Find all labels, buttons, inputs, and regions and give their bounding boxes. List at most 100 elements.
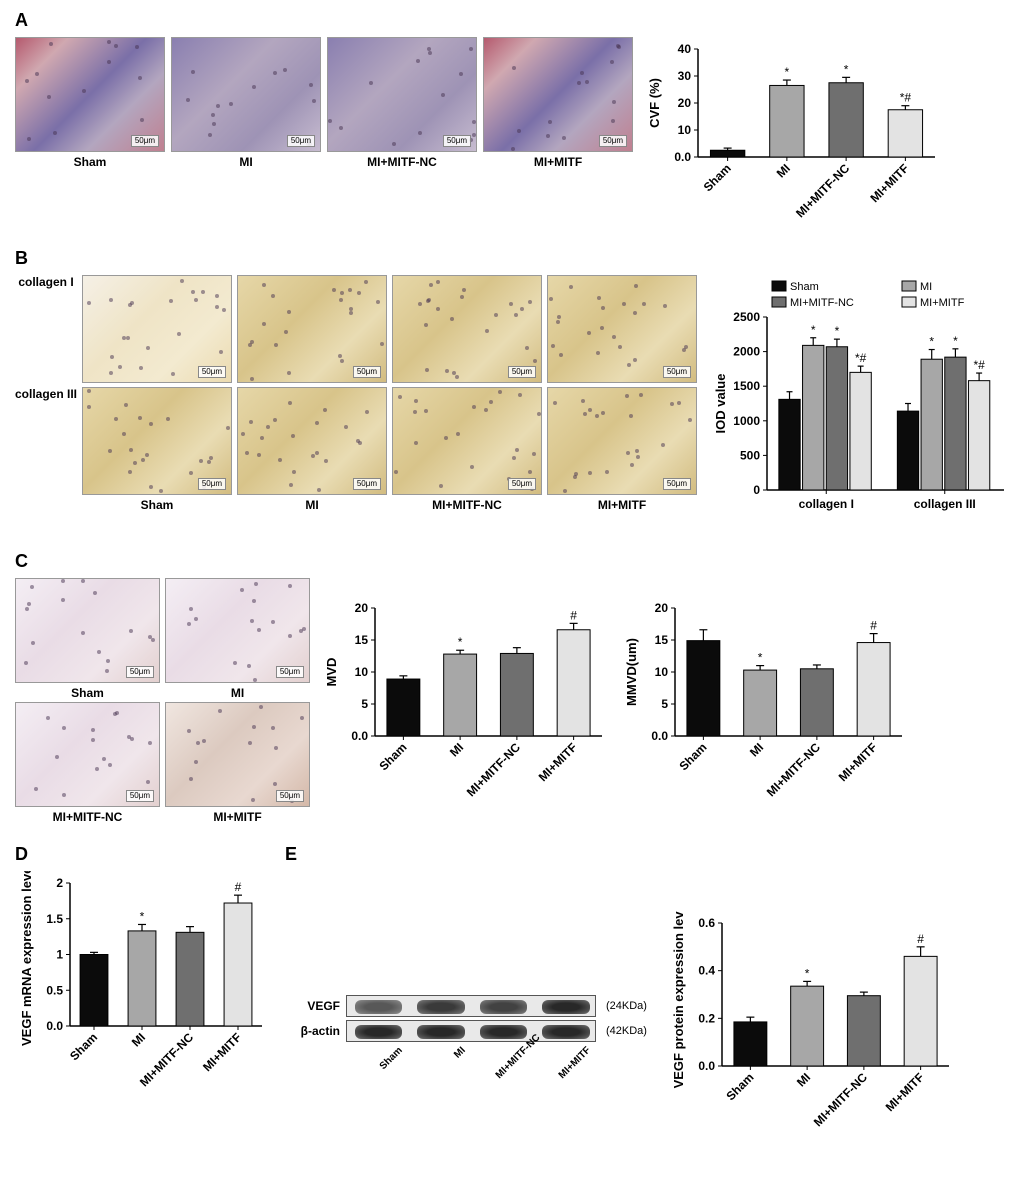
histology-image: 50μm bbox=[165, 578, 310, 683]
svg-text:*: * bbox=[811, 323, 816, 337]
svg-text:IOD value: IOD value bbox=[713, 374, 728, 434]
histology-image: 50μm bbox=[392, 275, 542, 383]
histology-image: 50μm bbox=[171, 37, 321, 152]
svg-text:MI+MITF: MI+MITF bbox=[867, 161, 911, 205]
svg-text:2: 2 bbox=[56, 876, 63, 890]
blot-protein-label: VEGF bbox=[285, 999, 340, 1013]
svg-text:0.4: 0.4 bbox=[698, 964, 715, 978]
panel-a-label: A bbox=[15, 10, 1005, 31]
scale-bar: 50μm bbox=[198, 478, 226, 490]
blot-kda: (42KDa) bbox=[606, 1025, 647, 1037]
panel-c-label: C bbox=[15, 551, 1005, 572]
panel-c-chart-mvd: 0.05101520MVDSham*MIMI+MITF-NC#MI+MITF bbox=[320, 596, 610, 809]
panel-d-label: D bbox=[15, 844, 275, 865]
panel-c-chart-mmvd: 0.05101520MMVD(um)Sham*MIMI+MITF-NC#MI+M… bbox=[620, 596, 910, 809]
svg-text:MI: MI bbox=[447, 740, 466, 759]
scale-bar: 50μm bbox=[287, 135, 315, 147]
scale-bar: 50μm bbox=[276, 666, 304, 678]
svg-text:MMVD(um): MMVD(um) bbox=[624, 638, 639, 706]
svg-text:MI: MI bbox=[747, 740, 766, 759]
scale-bar: 50μm bbox=[663, 478, 691, 490]
svg-text:*: * bbox=[929, 335, 934, 349]
scale-bar: 50μm bbox=[663, 366, 691, 378]
blot-lane-label: Sham bbox=[369, 1045, 405, 1081]
blot-xlabels: ShamMIMI+MITF-NCMI+MITF bbox=[346, 1045, 596, 1056]
svg-text:20: 20 bbox=[678, 96, 692, 110]
blot-kda: (24KDa) bbox=[606, 1000, 647, 1012]
scale-bar: 50μm bbox=[131, 135, 159, 147]
panel-d-chart: 0.00.511.52VEGF mRNA expression levelSha… bbox=[15, 871, 275, 1099]
svg-text:20: 20 bbox=[355, 601, 369, 615]
histology-image: 50μm bbox=[327, 37, 477, 152]
histology-image: 50μm bbox=[547, 387, 697, 495]
svg-text:0.0: 0.0 bbox=[698, 1059, 715, 1073]
svg-text:*: * bbox=[844, 62, 849, 76]
blot-strip bbox=[346, 995, 596, 1017]
scale-bar: 50μm bbox=[126, 666, 154, 678]
image-caption: MI bbox=[305, 498, 318, 512]
blot-band bbox=[417, 1000, 465, 1014]
svg-text:Sham: Sham bbox=[701, 161, 734, 194]
image-caption: MI+MITF bbox=[534, 155, 582, 169]
svg-text:CVF (%): CVF (%) bbox=[647, 78, 662, 128]
image-caption: MI+MITF bbox=[598, 498, 646, 512]
svg-text:MI+MITF: MI+MITF bbox=[200, 1030, 244, 1074]
histology-image: 50μm bbox=[237, 387, 387, 495]
svg-text:*: * bbox=[835, 324, 840, 338]
svg-text:MI+MITF-NC: MI+MITF-NC bbox=[790, 297, 854, 309]
svg-text:0: 0 bbox=[753, 483, 760, 497]
panel-a-images: 50μmSham50μmMI50μmMI+MITF-NC50μmMI+MITF bbox=[15, 37, 633, 169]
svg-text:MI+MITF-NC: MI+MITF-NC bbox=[464, 739, 523, 798]
svg-text:MI: MI bbox=[774, 161, 793, 180]
histology-image: 50μm bbox=[392, 387, 542, 495]
histology-image: 50μm bbox=[82, 387, 232, 495]
blot-strip bbox=[346, 1020, 596, 1042]
svg-text:VEGF protein expression level: VEGF protein expression level bbox=[671, 911, 686, 1088]
svg-text:2500: 2500 bbox=[733, 310, 760, 324]
blot-lane: VEGF (24KDa) bbox=[285, 995, 647, 1017]
blot-band bbox=[355, 1000, 403, 1014]
svg-text:15: 15 bbox=[355, 633, 369, 647]
blot-band bbox=[480, 1000, 528, 1014]
scale-bar: 50μm bbox=[198, 366, 226, 378]
svg-text:0.0: 0.0 bbox=[351, 729, 368, 743]
svg-text:MI: MI bbox=[129, 1030, 148, 1049]
svg-text:*: * bbox=[758, 650, 763, 664]
svg-text:10: 10 bbox=[678, 123, 692, 137]
panel-b-images: collagen I50μm50μm50μm50μmcollagen III50… bbox=[15, 275, 697, 512]
svg-text:MI+MITF: MI+MITF bbox=[836, 740, 880, 784]
svg-text:0.0: 0.0 bbox=[674, 150, 691, 164]
blot-lane-label: MI+MITF-NC bbox=[494, 1045, 530, 1081]
blot-band bbox=[542, 1025, 590, 1039]
svg-text:2000: 2000 bbox=[733, 345, 760, 359]
scale-bar: 50μm bbox=[126, 790, 154, 802]
blot-band bbox=[480, 1025, 528, 1039]
svg-text:#: # bbox=[235, 880, 242, 894]
image-caption: MI+MITF-NC bbox=[53, 810, 123, 824]
svg-text:Sham: Sham bbox=[67, 1030, 100, 1063]
svg-text:15: 15 bbox=[655, 633, 669, 647]
svg-text:5: 5 bbox=[661, 697, 668, 711]
blot-lane-label: MI bbox=[431, 1045, 467, 1081]
panel-a: A 50μmSham50μmMI50μmMI+MITF-NC50μmMI+MIT… bbox=[15, 10, 1005, 230]
svg-text:0.5: 0.5 bbox=[46, 983, 63, 997]
svg-text:*#: *# bbox=[973, 358, 985, 372]
panel-c-images: 50μmSham50μmMI50μmMI+MITF-NC50μmMI+MITF bbox=[15, 578, 310, 826]
svg-text:0.6: 0.6 bbox=[698, 916, 715, 930]
svg-text:MI+MITF: MI+MITF bbox=[883, 1070, 927, 1114]
histology-image: 50μm bbox=[15, 578, 160, 683]
histology-image: 50μm bbox=[165, 702, 310, 807]
panel-c: C 50μmSham50μmMI50μmMI+MITF-NC50μmMI+MIT… bbox=[15, 551, 1005, 826]
svg-text:40: 40 bbox=[678, 42, 692, 56]
panel-e-label: E bbox=[285, 844, 1005, 865]
svg-text:*#: *# bbox=[900, 91, 912, 105]
svg-text:MI+MITF-NC: MI+MITF-NC bbox=[764, 739, 823, 798]
histology-image: 50μm bbox=[483, 37, 633, 152]
svg-text:VEGF mRNA expression level: VEGF mRNA expression level bbox=[19, 871, 34, 1046]
svg-text:10: 10 bbox=[355, 665, 369, 679]
svg-text:#: # bbox=[570, 608, 577, 622]
svg-text:500: 500 bbox=[740, 448, 760, 462]
scale-bar: 50μm bbox=[276, 790, 304, 802]
svg-text:Sham: Sham bbox=[376, 740, 409, 773]
svg-text:10: 10 bbox=[655, 665, 669, 679]
